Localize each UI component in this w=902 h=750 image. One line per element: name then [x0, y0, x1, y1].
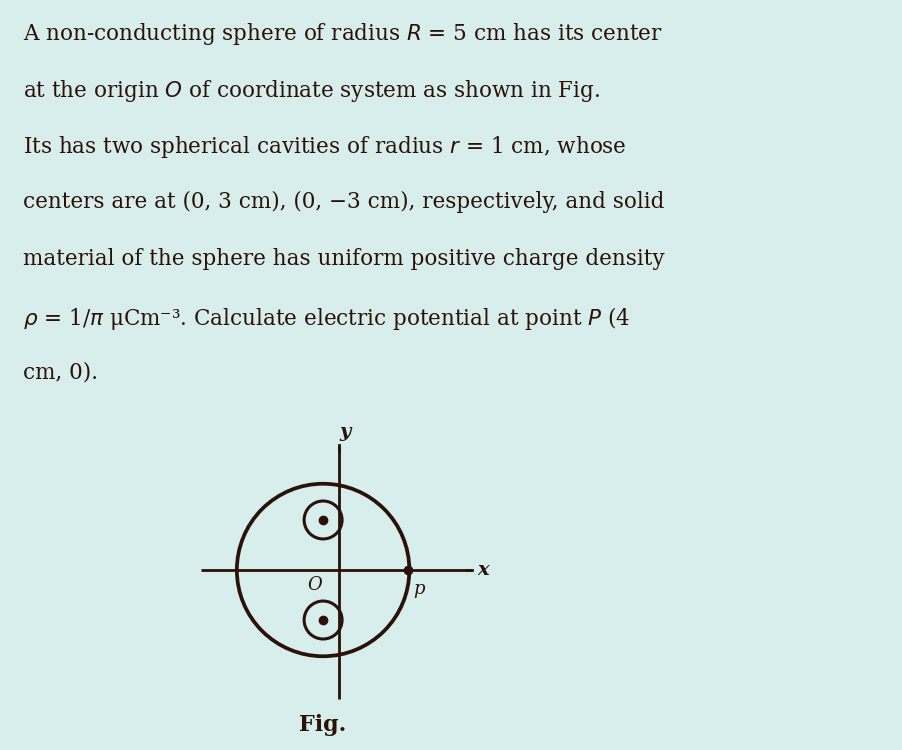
Text: centers are at (0, 3 cm), (0, −3 cm), respectively, and solid: centers are at (0, 3 cm), (0, −3 cm), re… [23, 191, 663, 213]
Text: Fig.: Fig. [299, 714, 346, 736]
Text: O: O [307, 576, 321, 594]
Text: p: p [412, 580, 424, 598]
Text: A non-conducting sphere of radius $R$ = 5 cm has its center: A non-conducting sphere of radius $R$ = … [23, 21, 661, 47]
Text: x: x [477, 561, 489, 579]
Text: y: y [338, 423, 350, 441]
Text: Its has two spherical cavities of radius $r$ = 1 cm, whose: Its has two spherical cavities of radius… [23, 134, 625, 160]
Text: $\rho$ = 1/$\pi$ μCm⁻³. Calculate electric potential at point $P$ (4: $\rho$ = 1/$\pi$ μCm⁻³. Calculate electr… [23, 304, 630, 332]
Text: cm, 0).: cm, 0). [23, 362, 97, 383]
Text: material of the sphere has uniform positive charge density: material of the sphere has uniform posit… [23, 248, 664, 270]
Text: at the origin $O$ of coordinate system as shown in Fig.: at the origin $O$ of coordinate system a… [23, 78, 599, 104]
